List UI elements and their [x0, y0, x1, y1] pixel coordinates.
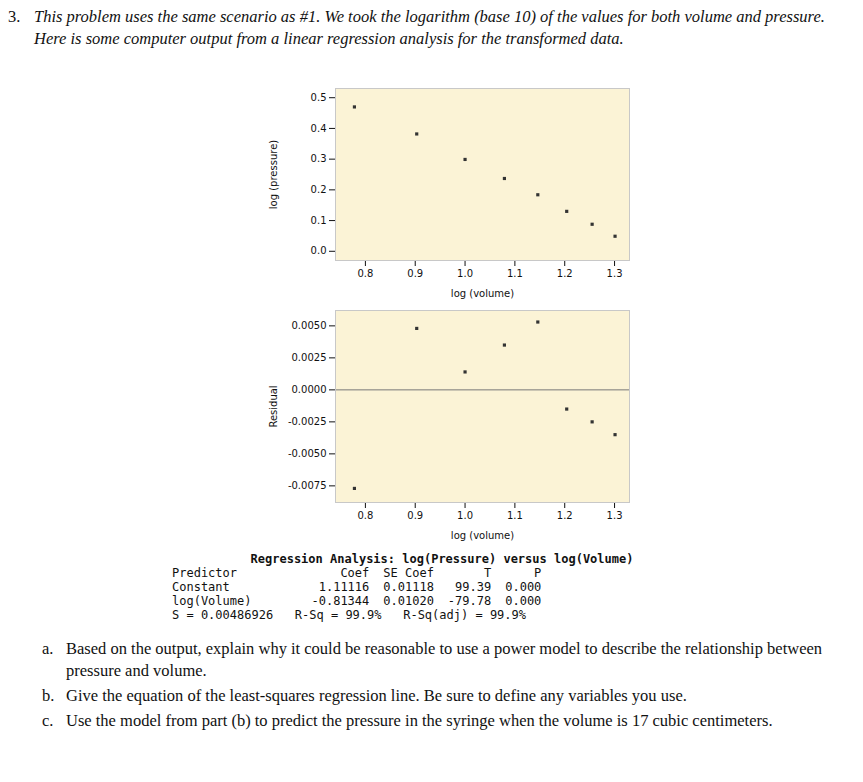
- svg-text:1.0: 1.0: [457, 268, 473, 279]
- svg-text:0.9: 0.9: [407, 268, 423, 279]
- html-text:This problem uses the same sce: This problem uses the same scenario as #…: [34, 7, 825, 48]
- html-text:log(Volume): log(Volume): [172, 594, 252, 608]
- html-text:Constant: Constant: [172, 580, 230, 594]
- html-text:0.01020: 0.01020: [383, 594, 434, 608]
- html-text:b.: b.: [42, 686, 55, 705]
- svg-text:0.1: 0.1: [311, 215, 327, 226]
- svg-text:1.1: 1.1: [507, 510, 523, 521]
- svg-text:0.8: 0.8: [357, 268, 373, 279]
- svg-text:1.3: 1.3: [607, 510, 623, 521]
- html-text:99.39: 99.39: [455, 580, 492, 594]
- html-text:1.11116: 1.11116: [318, 580, 370, 594]
- html-text:-79.78: -79.78: [447, 594, 492, 608]
- svg-text:0.0: 0.0: [311, 245, 327, 256]
- svg-text:0.2: 0.2: [311, 184, 327, 195]
- html-text:S = 0.00486926 R-Sq = 99.9% R-: S = 0.00486926 R-Sq = 99.9% R-Sq(adj) = …: [172, 608, 526, 622]
- svg-text:log (volume): log (volume): [451, 288, 514, 299]
- svg-text:Residual: Residual: [268, 385, 279, 427]
- svg-text:0.5: 0.5: [311, 92, 327, 103]
- svg-text:0.0050: 0.0050: [292, 320, 327, 331]
- html-text:c.: c.: [42, 711, 54, 730]
- svg-text:0.3: 0.3: [311, 153, 327, 164]
- svg-text:-0.0050: -0.0050: [288, 448, 327, 459]
- html-text:0.000: 0.000: [505, 580, 542, 594]
- svg-text:0.4: 0.4: [311, 123, 327, 134]
- html-text:Predictor: Predictor: [172, 566, 237, 580]
- html-text:3.: 3.: [8, 7, 21, 26]
- svg-text:1.2: 1.2: [557, 268, 573, 279]
- html-text:Give the equation of the least: Give the equation of the least-squares r…: [66, 686, 687, 705]
- svg-text:0.0000: 0.0000: [292, 384, 327, 395]
- svg-text:1.0: 1.0: [457, 510, 473, 521]
- html-text:Use the model from part (b) to: Use the model from part (b) to predict t…: [66, 711, 773, 730]
- svg-text:0.8: 0.8: [357, 510, 373, 521]
- html-text:a.: a.: [42, 639, 54, 658]
- html-text:Regression Analysis: log(Press: Regression Analysis: log(Pressure) versu…: [250, 552, 634, 566]
- svg-text:log (pressure): log (pressure): [268, 140, 279, 210]
- svg-text:log (volume): log (volume): [451, 530, 514, 541]
- svg-text:1.2: 1.2: [557, 510, 573, 521]
- html-text:T: T: [484, 566, 492, 580]
- html-text:0.01118: 0.01118: [383, 580, 434, 594]
- svg-text:0.9: 0.9: [407, 510, 423, 521]
- html-text:P: P: [534, 566, 542, 580]
- svg-text:1.1: 1.1: [507, 268, 523, 279]
- html-text:Coef: Coef: [340, 566, 370, 580]
- svg-text:1.3: 1.3: [607, 268, 623, 279]
- html-text:SE Coef: SE Coef: [383, 566, 434, 580]
- svg-text:0.0025: 0.0025: [292, 352, 327, 363]
- svg-text:-0.0075: -0.0075: [288, 480, 327, 491]
- html-text:0.000: 0.000: [505, 594, 542, 608]
- svg-text:-0.0025: -0.0025: [288, 416, 327, 427]
- html-text:-0.81344: -0.81344: [311, 594, 370, 608]
- html-text:Based on the output, explain w: Based on the output, explain why it coul…: [66, 639, 822, 680]
